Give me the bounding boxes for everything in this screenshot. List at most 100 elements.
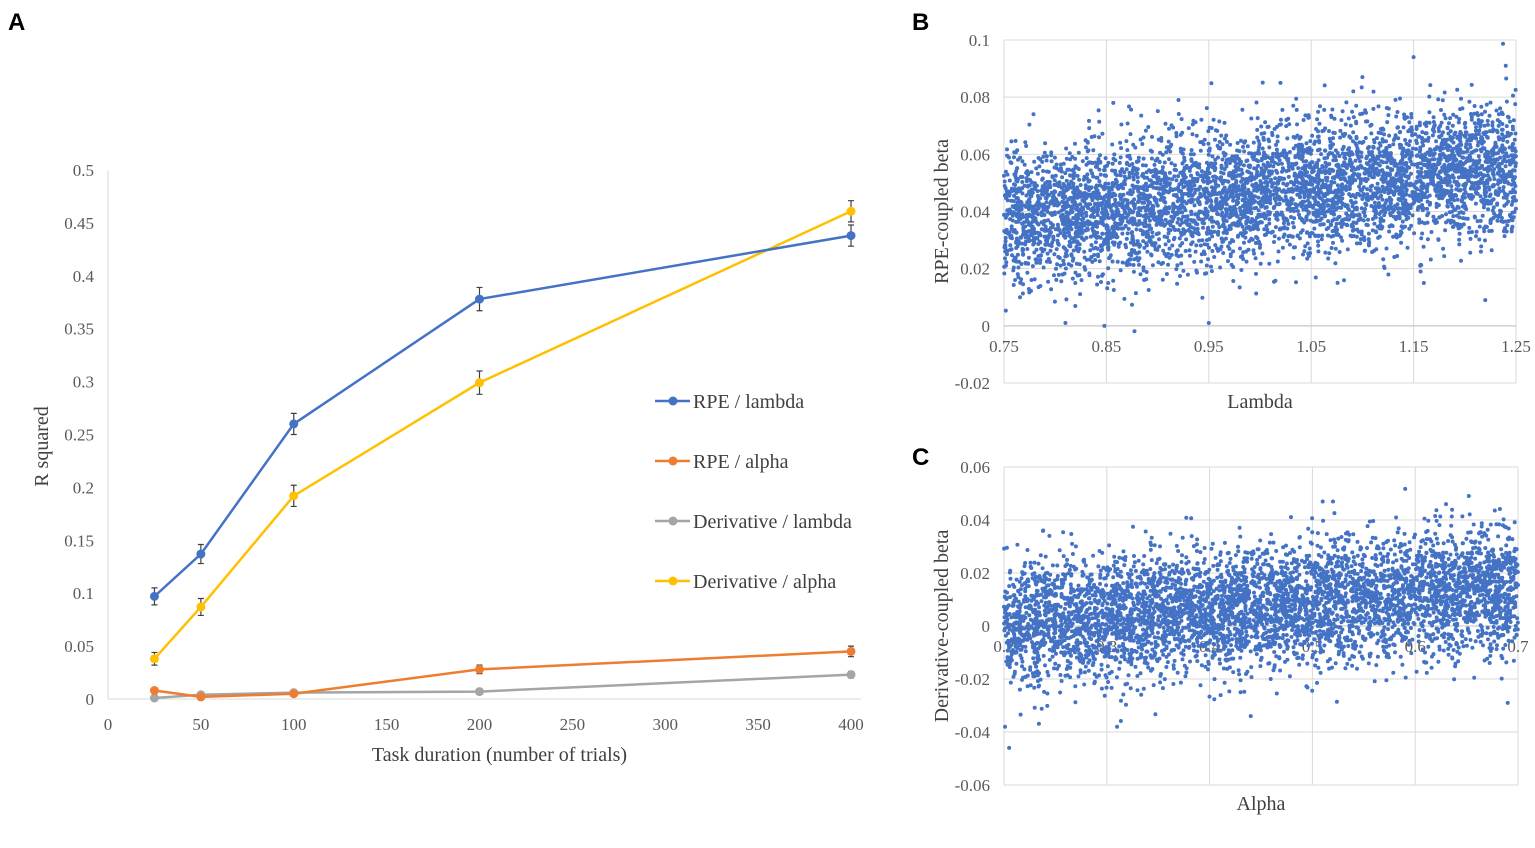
scatter-point: [1050, 223, 1055, 228]
scatter-point: [1052, 252, 1057, 257]
scatter-point: [1330, 151, 1335, 156]
scatter-point: [1052, 155, 1057, 160]
scatter-point: [1217, 225, 1222, 230]
scatter-point: [1310, 133, 1315, 138]
scatter-point: [1249, 236, 1254, 241]
scatter-point: [1005, 198, 1010, 203]
scatter-point: [1222, 136, 1227, 141]
scatter-point: [1474, 148, 1479, 153]
scatter-point: [1427, 153, 1432, 157]
scatter-point: [1491, 127, 1496, 132]
scatter-point: [1046, 218, 1051, 223]
scatter-point: [1048, 248, 1053, 253]
scatter-point: [1018, 216, 1023, 221]
scatter-point: [1210, 154, 1215, 159]
scatter-point: [1456, 120, 1461, 125]
scatter-point: [1432, 129, 1437, 134]
scatter-point: [1372, 158, 1376, 163]
scatter-point: [1194, 243, 1199, 248]
scatter-point: [1207, 245, 1211, 250]
scatter-point: [1076, 167, 1081, 171]
scatter-point: [1016, 176, 1021, 181]
scatter-point: [1442, 112, 1447, 117]
scatter-point: [1478, 139, 1483, 144]
scatter-point: [1131, 142, 1136, 147]
scatter-point: [1212, 255, 1217, 259]
scatter-point: [1078, 292, 1083, 297]
scatter-point: [1433, 221, 1438, 225]
scatter-point: [1095, 282, 1100, 287]
scatter-point: [1420, 208, 1425, 213]
scatter-point: [1264, 213, 1269, 218]
scatter-point: [1286, 174, 1291, 179]
scatter-point: [1201, 142, 1206, 147]
y-axis-title: R squared: [31, 406, 53, 487]
scatter-point: [1141, 239, 1146, 244]
scatter-point: [1443, 166, 1448, 171]
scatter-point: [1103, 181, 1108, 186]
scatter-point: [1028, 221, 1033, 226]
scatter-point: [1181, 214, 1186, 219]
y-tick-label: 0.25: [64, 426, 94, 445]
scatter-point: [1440, 214, 1445, 218]
scatter-point: [1135, 179, 1140, 184]
data-point: [196, 549, 206, 559]
scatter-point: [1495, 130, 1500, 135]
scatter-point: [1073, 188, 1078, 193]
scatter-point: [1194, 133, 1199, 138]
scatter-point: [1120, 205, 1125, 210]
scatter-point: [1167, 170, 1172, 175]
scatter-point: [1058, 162, 1063, 167]
scatter-point: [1396, 125, 1400, 130]
scatter-point: [1041, 192, 1045, 197]
scatter-point: [1428, 257, 1433, 262]
scatter-point: [1015, 272, 1020, 277]
scatter-point: [1309, 189, 1314, 194]
scatter-point: [1284, 197, 1289, 202]
scatter-point: [1213, 128, 1218, 133]
scatter-point: [1190, 132, 1195, 137]
scatter-point: [1447, 121, 1451, 126]
scatter-point: [1346, 217, 1351, 222]
scatter-point: [1419, 184, 1424, 189]
scatter-point: [1255, 116, 1260, 121]
scatter-point: [1485, 122, 1490, 127]
scatter-point: [1009, 224, 1014, 229]
scatter-point: [1450, 123, 1455, 128]
scatter-point: [1193, 212, 1198, 217]
scatter-point: [1416, 192, 1421, 197]
scatter-point: [1183, 180, 1188, 185]
scatter-point: [1089, 243, 1094, 247]
scatter-point: [1223, 189, 1228, 194]
scatter-point: [1189, 157, 1194, 162]
scatter-point: [1010, 253, 1014, 258]
scatter-point: [1120, 200, 1125, 205]
scatter-point: [1350, 210, 1355, 215]
scatter-point: [1302, 172, 1307, 177]
scatter-point: [1013, 230, 1018, 235]
scatter-point: [1370, 165, 1375, 169]
scatter-point: [1056, 254, 1061, 259]
scatter-point: [1490, 123, 1495, 128]
scatter-point: [1161, 248, 1166, 253]
scatter-point: [1062, 271, 1067, 276]
scatter-point: [1310, 168, 1315, 173]
scatter-point: [1154, 247, 1159, 251]
scatter-point: [1307, 246, 1312, 251]
scatter-point: [1119, 146, 1124, 151]
scatter-point: [1110, 210, 1115, 215]
scatter-point: [1382, 213, 1387, 218]
scatter-point: [1119, 122, 1124, 127]
scatter-point: [1172, 211, 1177, 215]
scatter-point: [1119, 226, 1124, 231]
scatter-point: [1359, 206, 1364, 211]
scatter-point: [1468, 250, 1473, 255]
scatter-point: [1308, 161, 1312, 166]
scatter-point: [1311, 195, 1316, 200]
scatter-point: [1003, 169, 1008, 174]
scatter-point: [1162, 251, 1167, 256]
scatter-point: [1448, 129, 1453, 134]
scatter-point: [1118, 169, 1123, 174]
scatter-point: [1064, 178, 1069, 183]
scatter-point: [1267, 261, 1272, 266]
